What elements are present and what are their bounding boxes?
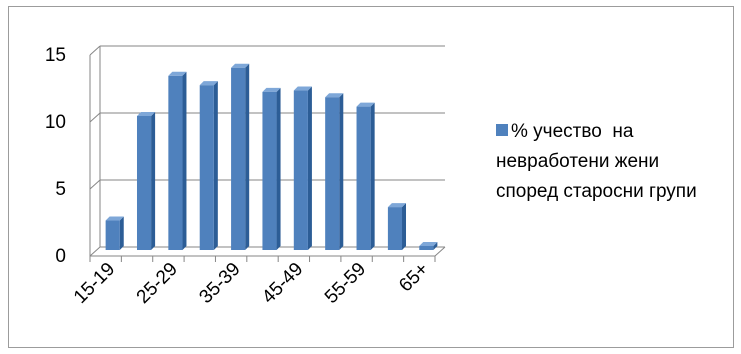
- y-tick-label: 10: [45, 112, 66, 133]
- bar-top: [168, 71, 187, 76]
- bar: [199, 85, 214, 251]
- y-tick-label: 5: [55, 179, 66, 200]
- bar-side: [307, 86, 312, 250]
- axes: [89, 46, 446, 262]
- bar-side: [370, 102, 375, 251]
- x-tick-label: 15-19: [70, 259, 119, 308]
- gridline-diagonal: [89, 246, 101, 257]
- bar-side: [433, 241, 438, 250]
- gridline-diagonal: [89, 179, 101, 190]
- x-tick-label: 35-39: [195, 259, 244, 308]
- floor-edge-line: [434, 246, 446, 257]
- bar-side: [245, 63, 250, 251]
- bar-side: [213, 81, 218, 251]
- bar: [419, 245, 434, 250]
- bar-side: [119, 216, 124, 250]
- bar: [293, 90, 308, 250]
- y-tick-labels: 0 5 10 15: [45, 45, 66, 267]
- bar-top: [293, 86, 312, 91]
- bar: [325, 97, 340, 251]
- bar-top: [356, 102, 375, 107]
- gridline-diagonal: [89, 45, 101, 56]
- legend-label: % учество на невработени жени според ста…: [496, 121, 697, 202]
- y-tick-label: 0: [55, 246, 66, 267]
- bar: [356, 106, 371, 251]
- x-tick-label: 65+: [395, 259, 433, 297]
- bar-top: [325, 93, 344, 98]
- bar-top: [231, 63, 250, 68]
- bars: [105, 63, 438, 251]
- x-tick-labels: 15-19 25-29 35-39 45-49 55-59 65+: [70, 259, 433, 308]
- legend-swatch: [496, 124, 508, 136]
- bar: [105, 220, 120, 250]
- bar: [168, 75, 183, 250]
- bar-top: [387, 203, 407, 208]
- x-tick-label: 25-29: [133, 259, 182, 308]
- gridline-diagonal: [89, 112, 101, 123]
- legend: % учество на невработени жени според ста…: [496, 117, 726, 207]
- bar: [231, 67, 246, 250]
- bar-side: [339, 93, 344, 251]
- bar: [262, 91, 277, 250]
- bar-top: [199, 81, 218, 86]
- bar: [387, 207, 403, 250]
- x-tick-label: 45-49: [258, 259, 307, 308]
- bar-top: [136, 112, 156, 116]
- y-tick-label: 15: [45, 45, 66, 66]
- bar: [136, 116, 152, 250]
- bar-side: [402, 203, 407, 250]
- bar-top: [419, 241, 438, 246]
- bar-top: [262, 87, 281, 92]
- x-tick-label: 55-59: [321, 259, 370, 308]
- bar-top: [105, 216, 124, 221]
- bar-side: [151, 112, 156, 250]
- bar-side: [276, 87, 281, 250]
- bar-side: [182, 71, 187, 250]
